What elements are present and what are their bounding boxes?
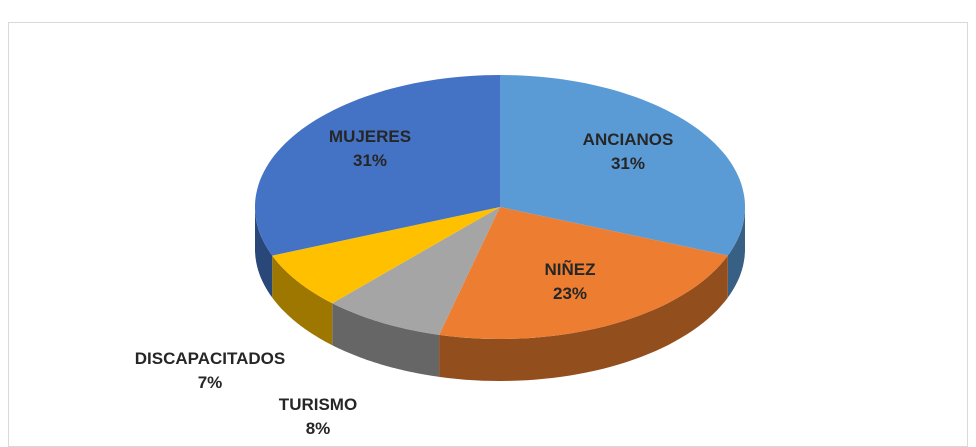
data-label: MUJERES 31% <box>329 125 411 173</box>
data-label: DISCAPACITADOS 7% <box>128 347 293 395</box>
category-label: ANCIANOS <box>582 130 674 149</box>
pie-slice <box>272 207 500 304</box>
pie-slice <box>439 207 728 339</box>
category-label: NIÑEZ <box>544 260 596 279</box>
value-label: 8% <box>305 419 331 438</box>
value-label: 7% <box>197 373 223 392</box>
pie-side <box>727 207 745 298</box>
pie-slice <box>332 207 500 335</box>
pie-slice <box>255 75 500 256</box>
category-label: TURISMO <box>278 395 358 414</box>
pie-side <box>332 303 440 377</box>
category-label: MUJERES <box>328 127 412 146</box>
pie-slice <box>500 75 745 256</box>
category-label: DISCAPACITADOS <box>134 349 286 368</box>
data-label: TURISMO 8% <box>279 393 357 441</box>
data-label: NIÑEZ 23% <box>545 258 596 306</box>
pie-side <box>255 207 273 298</box>
value-label: 23% <box>552 284 588 303</box>
pie-side <box>272 255 333 346</box>
pie-side <box>439 255 728 381</box>
data-label: ANCIANOS 31% <box>583 128 674 176</box>
pie-tops <box>255 75 745 339</box>
value-label: 31% <box>610 154 646 173</box>
value-label: 31% <box>352 151 388 170</box>
pie-sides <box>255 207 745 381</box>
